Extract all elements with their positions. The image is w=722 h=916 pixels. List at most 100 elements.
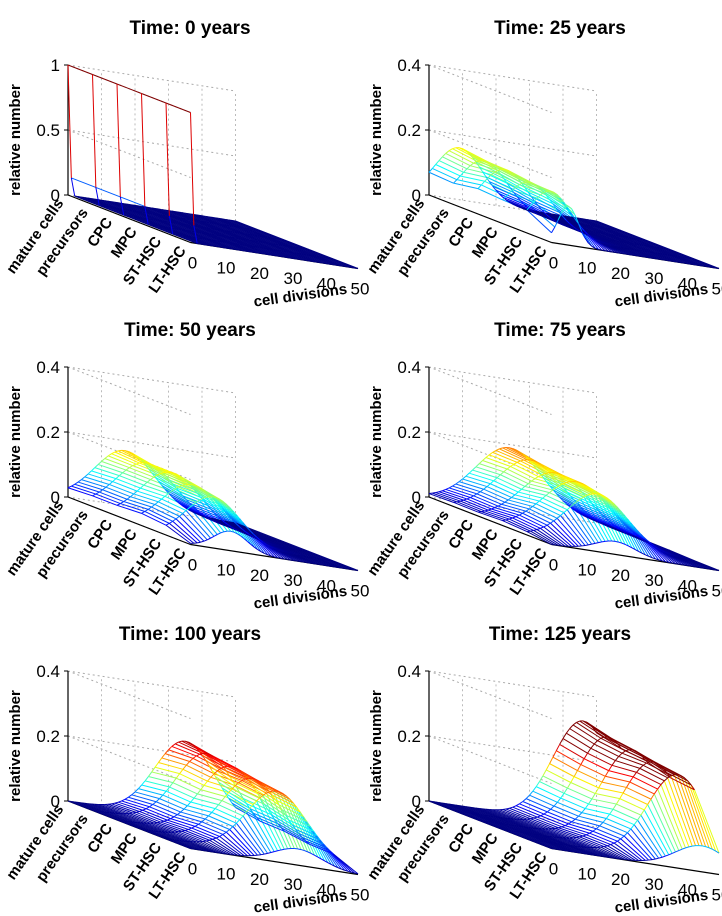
- series-line: [289, 799, 294, 804]
- surface-mesh-line: [509, 830, 534, 841]
- surface-mesh-line: [284, 541, 310, 552]
- series-line: [223, 521, 228, 525]
- surface-mesh-line: [104, 200, 130, 211]
- series-line: [564, 476, 569, 480]
- surface-mesh-line: [570, 782, 596, 794]
- series-line: [594, 542, 599, 544]
- series-line: [639, 764, 644, 769]
- surface-mesh-line: [489, 454, 514, 465]
- series-line: [601, 514, 606, 519]
- surface-mesh-line: [309, 556, 335, 568]
- series-line: [580, 758, 585, 765]
- surface-mesh-line: [212, 838, 238, 856]
- series-line: [509, 830, 513, 832]
- surface-mesh-line: [206, 221, 232, 233]
- series-line: [112, 207, 117, 209]
- surface-mesh-line: [101, 804, 127, 815]
- series-line: [298, 247, 303, 249]
- series-line: [702, 845, 706, 848]
- surface-mesh-line: [292, 824, 317, 837]
- surface-mesh-line: [293, 252, 318, 263]
- series-line: [515, 803, 520, 807]
- panel-title: Time: 100 years: [119, 624, 261, 645]
- series-line: [249, 245, 254, 248]
- surface-mesh-line: [77, 196, 103, 207]
- surface-mesh-line: [120, 503, 146, 512]
- series-line: [189, 504, 194, 508]
- series-line: [610, 228, 615, 230]
- series-line: [482, 171, 487, 178]
- surface-mesh-line: [134, 454, 160, 471]
- series-line: [133, 490, 138, 495]
- series-line: [432, 492, 436, 494]
- surface-mesh-line: [473, 495, 499, 507]
- series-line: [278, 545, 283, 548]
- series-line: [617, 246, 621, 248]
- series-line: [631, 535, 636, 538]
- surface-mesh-line: [622, 792, 648, 805]
- series-line: [81, 476, 86, 481]
- surface-mesh-line: [258, 241, 284, 252]
- series-line: [567, 491, 572, 497]
- series-line: [276, 548, 281, 552]
- series-line: [203, 780, 208, 786]
- series-line: [154, 762, 159, 768]
- surface-mesh-line: [590, 747, 616, 761]
- surface-mesh-line: [600, 226, 626, 238]
- series-line: [230, 530, 235, 533]
- series-line: [189, 758, 194, 762]
- series-line: [519, 512, 523, 516]
- surface-mesh-line: [129, 467, 155, 478]
- series-line: [183, 223, 188, 226]
- series-line: [577, 222, 583, 232]
- surface-mesh-line: [620, 747, 646, 762]
- surface-mesh-line: [684, 256, 710, 268]
- series-line: [530, 209, 535, 213]
- series-line: [568, 226, 572, 229]
- surface-mesh-line: [512, 806, 538, 818]
- surface-mesh-line: [606, 504, 632, 524]
- surface-mesh-line: [84, 802, 110, 814]
- series-line: [279, 791, 284, 795]
- series-line: [595, 493, 601, 498]
- surface-mesh-line: [532, 464, 558, 481]
- surface-mesh-line: [639, 767, 665, 782]
- series-line: [558, 473, 562, 476]
- series-line: [219, 223, 224, 226]
- surface-mesh-line: [178, 211, 204, 223]
- series-line: [217, 532, 221, 535]
- surface-mesh-line: [553, 842, 579, 854]
- surface-mesh-line: [613, 245, 639, 257]
- surface-mesh-line: [176, 777, 201, 791]
- surface-mesh-line: [514, 825, 540, 836]
- surface-mesh-line: [111, 453, 137, 465]
- surface-mesh-line: [231, 237, 257, 248]
- surface-mesh-line: [570, 222, 596, 233]
- surface-mesh-line: [599, 237, 625, 249]
- surface-mesh-line: [222, 241, 248, 252]
- surface-mesh-line: [621, 752, 647, 764]
- x-tick-label: 0: [549, 254, 558, 273]
- x-tick-label: 30: [284, 571, 303, 590]
- series-line: [617, 229, 622, 231]
- series-line: [70, 177, 76, 197]
- series-line: [246, 227, 251, 230]
- series-line: [645, 256, 649, 259]
- surface-mesh-line: [547, 811, 572, 823]
- series-line: [502, 829, 506, 831]
- series-line: [529, 790, 534, 796]
- series-line: [101, 458, 106, 462]
- surface-mesh-line: [519, 803, 545, 815]
- series-line: [608, 765, 613, 771]
- series-line: [524, 483, 529, 487]
- series-line: [179, 217, 184, 220]
- series-line: [232, 219, 236, 222]
- series-line: [560, 197, 565, 203]
- series-line: [234, 528, 238, 531]
- series-line: [611, 234, 616, 236]
- series-line: [288, 819, 293, 826]
- surface-mesh-line: [116, 819, 142, 830]
- surface-mesh-line: [499, 809, 525, 820]
- series-line: [266, 544, 271, 547]
- series-line: [281, 809, 286, 816]
